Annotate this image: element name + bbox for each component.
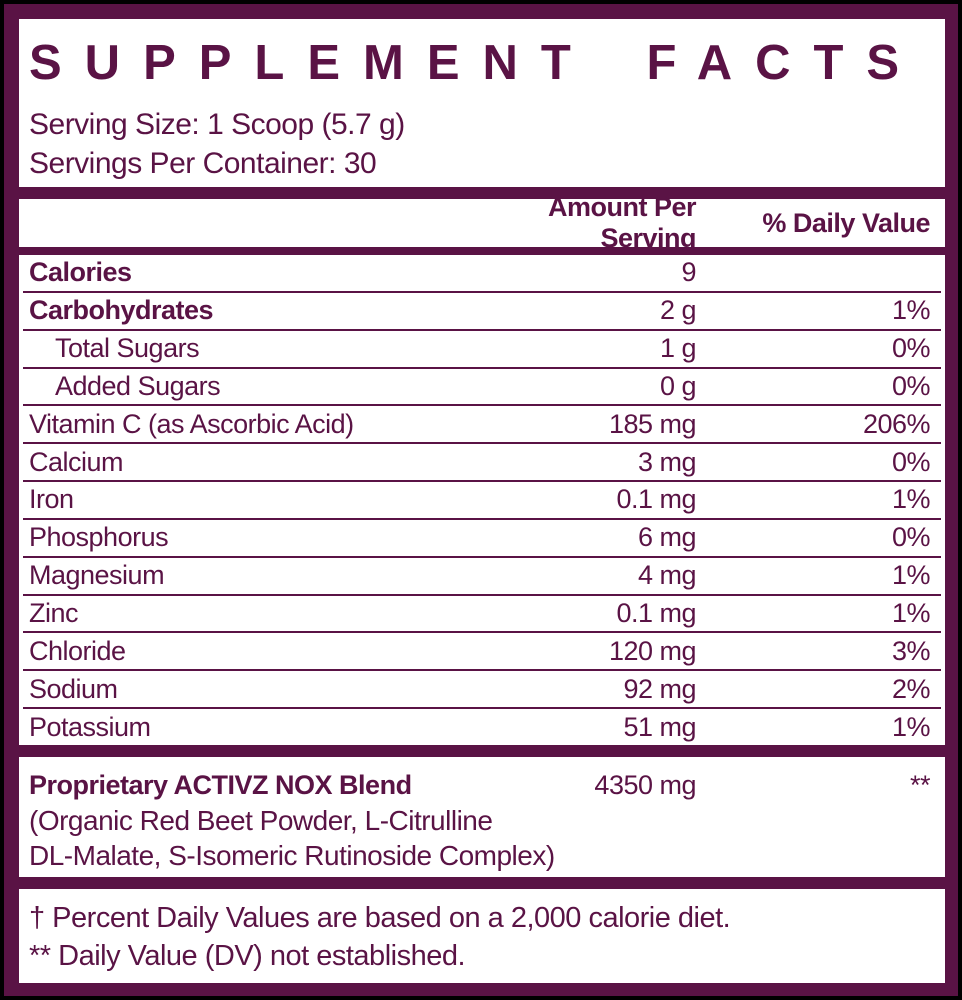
nutrient-name: Chloride bbox=[29, 635, 126, 666]
nutrient-daily-value: 0% bbox=[891, 446, 931, 477]
nutrient-amount: 6 mg bbox=[637, 522, 697, 553]
nutrient-daily-value: 1% bbox=[891, 484, 931, 515]
table-row: Zinc 0.1 mg 1% bbox=[23, 593, 941, 632]
footnote-daily-values: † Percent Daily Values are based on a 2,… bbox=[29, 902, 731, 934]
servings-per-container-text: Servings Per Container: 30 bbox=[29, 146, 377, 180]
nutrient-name: Magnesium bbox=[29, 560, 165, 591]
table-row: Magnesium 4 mg 1% bbox=[23, 555, 941, 594]
table-row: Chloride 120 mg 3% bbox=[23, 631, 941, 669]
serving-size-text: Serving Size: 1 Scoop (5.7 g) bbox=[29, 107, 405, 141]
nutrient-amount: 0.1 mg bbox=[616, 598, 696, 629]
nutrient-name: Zinc bbox=[29, 598, 79, 629]
nutrient-daily-value: 1% bbox=[891, 598, 931, 629]
table-row: Iron 0.1 mg 1% bbox=[23, 480, 941, 518]
nutrient-name: Iron bbox=[29, 484, 74, 515]
nutrient-amount: 185 mg bbox=[608, 408, 697, 439]
proprietary-blend-section: Proprietary ACTIVZ NOX Blend 4350 mg ** … bbox=[19, 757, 945, 877]
nutrient-name: Potassium bbox=[29, 711, 151, 742]
nutrient-daily-value: 0% bbox=[891, 370, 931, 401]
nutrient-name: Sodium bbox=[29, 673, 118, 704]
table-row: Vitamin C (as Ascorbic Acid) 185 mg 206% bbox=[23, 404, 941, 442]
nutrient-daily-value: 1% bbox=[891, 560, 931, 591]
label-title: SUPPLEMENT FACTS bbox=[29, 36, 923, 90]
nutrient-amount: 120 mg bbox=[608, 635, 697, 666]
table-row: Potassium 51 mg 1% bbox=[23, 707, 941, 745]
blend-name: Proprietary ACTIVZ NOX Blend bbox=[29, 770, 412, 800]
table-row: Calories 9 bbox=[23, 255, 941, 291]
table-row: Sodium 92 mg 2% bbox=[23, 669, 941, 707]
nutrient-amount: 4 mg bbox=[637, 560, 697, 591]
nutrient-name: Calcium bbox=[29, 446, 124, 477]
label-header-section: SUPPLEMENT FACTS Serving Size: 1 Scoop (… bbox=[19, 19, 945, 187]
footnotes-section: † Percent Daily Values are based on a 2,… bbox=[19, 889, 945, 983]
nutrient-name: Vitamin C (as Ascorbic Acid) bbox=[29, 408, 354, 439]
blend-amount: 4350 mg bbox=[594, 770, 696, 800]
supplement-facts-label: SUPPLEMENT FACTS Serving Size: 1 Scoop (… bbox=[4, 4, 958, 996]
footnote-dv-not-established: ** Daily Value (DV) not established. bbox=[29, 940, 466, 972]
nutrient-daily-value: 0% bbox=[891, 333, 931, 364]
nutrient-amount: 0 g bbox=[659, 370, 697, 401]
nutrient-amount: 51 mg bbox=[623, 711, 696, 742]
nutrient-amount: 9 bbox=[681, 257, 696, 288]
nutrient-amount: 2 g bbox=[659, 295, 697, 326]
nutrient-name: Added Sugars bbox=[55, 370, 221, 401]
nutrient-amount: 1 g bbox=[659, 333, 697, 364]
blend-description-line-1: (Organic Red Beet Powder, L-Citrulline bbox=[29, 805, 493, 836]
nutrient-daily-value: 0% bbox=[891, 522, 931, 553]
nutrient-daily-value: 206% bbox=[862, 408, 931, 439]
nutrient-daily-value: 1% bbox=[891, 711, 931, 742]
column-header-daily-value: % Daily Value bbox=[762, 207, 930, 238]
nutrient-daily-value: 2% bbox=[891, 673, 931, 704]
blend-daily-value-asterisks: ** bbox=[909, 770, 931, 800]
table-row: Calcium 3 mg 0% bbox=[23, 442, 941, 480]
nutrient-name: Calories bbox=[29, 257, 132, 288]
table-row: Phosphorus 6 mg 0% bbox=[23, 517, 941, 556]
nutrient-name: Carbohydrates bbox=[29, 295, 214, 326]
nutrient-name: Phosphorus bbox=[29, 522, 169, 553]
nutrient-amount: 0.1 mg bbox=[616, 484, 696, 515]
column-headers: Amount Per Serving % Daily Value bbox=[19, 192, 945, 253]
nutrient-amount: 92 mg bbox=[623, 673, 696, 704]
column-header-amount: Amount Per Serving bbox=[547, 192, 697, 253]
proprietary-blend-row: Proprietary ACTIVZ NOX Blend 4350 mg ** bbox=[29, 767, 931, 803]
table-row: Total Sugars 1 g 0% bbox=[23, 328, 941, 367]
nutrient-daily-value: 1% bbox=[891, 295, 931, 326]
nutrient-name: Total Sugars bbox=[55, 333, 200, 364]
table-row: Carbohydrates 2 g 1% bbox=[23, 290, 941, 329]
table-row: Added Sugars 0 g 0% bbox=[23, 366, 941, 405]
nutrient-daily-value: 3% bbox=[891, 635, 931, 666]
nutrient-amount: 3 mg bbox=[637, 446, 697, 477]
nutrient-table: Calories 9 Carbohydrates 2 g 1% Total Su… bbox=[19, 255, 945, 745]
blend-description-line-2: DL-Malate, S-Isomeric Rutinoside Complex… bbox=[29, 840, 555, 871]
